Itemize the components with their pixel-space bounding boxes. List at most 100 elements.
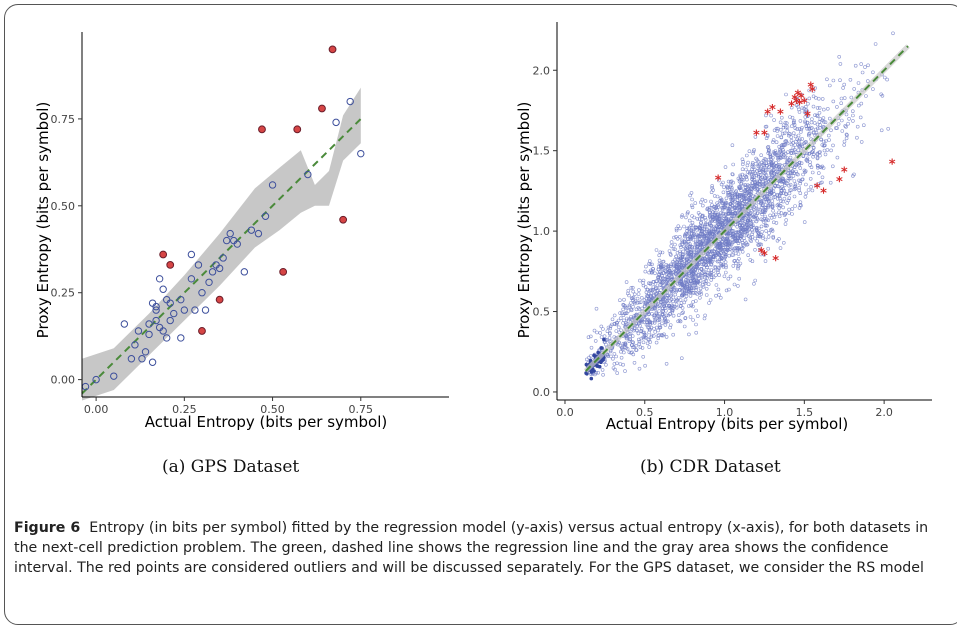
data-point bbox=[626, 288, 631, 293]
data-point bbox=[765, 168, 770, 172]
data-point bbox=[702, 316, 707, 321]
data-point bbox=[689, 223, 693, 228]
data-point bbox=[685, 232, 689, 237]
data-point bbox=[699, 229, 704, 233]
data-point bbox=[704, 262, 708, 267]
data-point bbox=[768, 213, 772, 218]
data-point bbox=[678, 243, 683, 247]
data-point bbox=[671, 304, 675, 309]
data-point bbox=[811, 145, 816, 150]
data-point bbox=[738, 261, 743, 266]
data-point bbox=[728, 202, 733, 206]
data-point bbox=[637, 288, 641, 292]
y-tick-label: 1.0 bbox=[533, 225, 551, 238]
data-point bbox=[688, 235, 692, 239]
data-point bbox=[778, 149, 783, 153]
data-point bbox=[641, 278, 646, 283]
y-tick-label: 0.5 bbox=[533, 306, 551, 319]
data-point bbox=[785, 129, 790, 133]
data-point bbox=[664, 262, 669, 267]
data-point bbox=[593, 339, 598, 343]
data-point bbox=[653, 289, 658, 294]
data-point bbox=[740, 227, 745, 232]
data-point bbox=[823, 139, 828, 143]
data-point bbox=[851, 113, 855, 118]
data-point bbox=[705, 236, 709, 240]
data-point bbox=[141, 348, 150, 356]
data-point bbox=[766, 203, 771, 208]
data-point bbox=[721, 201, 726, 206]
data-point bbox=[736, 284, 740, 288]
data-point bbox=[745, 232, 750, 236]
data-point bbox=[737, 276, 742, 281]
data-point bbox=[794, 103, 799, 107]
data-point bbox=[805, 109, 810, 113]
data-point bbox=[703, 199, 708, 203]
data-point bbox=[187, 275, 196, 283]
data-point bbox=[715, 201, 719, 205]
data-point bbox=[750, 177, 755, 181]
data-point bbox=[798, 179, 803, 183]
data-point bbox=[208, 268, 217, 276]
data-point bbox=[705, 227, 709, 231]
data-point bbox=[823, 120, 828, 124]
data-point bbox=[710, 248, 714, 253]
data-point bbox=[781, 179, 785, 183]
outlier-point: * bbox=[807, 80, 814, 95]
data-point bbox=[740, 198, 744, 203]
data-point bbox=[769, 171, 773, 175]
data-point bbox=[724, 196, 729, 201]
cdr-scatter-chart: ************** ***** ***** 0.0 0.5 1.0 1.5 2.0… bbox=[515, 22, 932, 433]
data-point bbox=[880, 94, 885, 98]
data-points bbox=[81, 97, 365, 391]
data-point bbox=[658, 283, 662, 287]
data-point bbox=[656, 336, 660, 341]
data-point bbox=[697, 290, 702, 295]
data-point bbox=[791, 151, 796, 155]
data-point bbox=[707, 232, 712, 236]
data-point bbox=[704, 242, 708, 247]
data-point bbox=[785, 125, 790, 129]
data-point bbox=[737, 247, 742, 252]
axes: 0.0 0.5 1.0 1.5 2.0 0.0 0.5 1.0 1.5 2.0 bbox=[533, 22, 932, 419]
data-point bbox=[724, 252, 728, 257]
data-point bbox=[753, 171, 758, 176]
y-tick-label: 0.25 bbox=[51, 287, 76, 300]
data-point bbox=[730, 237, 735, 242]
data-point bbox=[723, 213, 728, 217]
data-point bbox=[716, 205, 721, 209]
data-point bbox=[654, 248, 659, 252]
data-point bbox=[831, 78, 836, 83]
data-point bbox=[802, 220, 807, 224]
data-point bbox=[780, 145, 785, 150]
data-point bbox=[711, 230, 716, 234]
data-point bbox=[806, 188, 811, 192]
data-point bbox=[753, 162, 758, 166]
data-point bbox=[810, 117, 814, 121]
data-point bbox=[663, 323, 668, 327]
data-point bbox=[858, 115, 863, 120]
data-point bbox=[346, 97, 354, 106]
data-point bbox=[698, 295, 702, 300]
data-point bbox=[751, 215, 756, 219]
data-point bbox=[777, 167, 782, 171]
data-point bbox=[619, 355, 624, 360]
x-tick-label: 1.0 bbox=[716, 406, 734, 419]
data-point bbox=[781, 205, 785, 210]
data-point bbox=[680, 254, 685, 259]
data-point bbox=[732, 282, 737, 287]
data-point bbox=[755, 211, 760, 215]
data-point bbox=[741, 216, 745, 220]
data-point bbox=[627, 303, 632, 308]
data-point bbox=[787, 191, 792, 196]
data-point bbox=[661, 308, 666, 313]
data-point bbox=[780, 131, 785, 136]
data-point bbox=[693, 201, 698, 205]
data-point bbox=[624, 336, 629, 341]
data-point bbox=[748, 170, 752, 174]
data-point bbox=[708, 210, 712, 215]
data-point bbox=[822, 143, 827, 147]
data-point bbox=[709, 227, 714, 232]
data-point bbox=[624, 306, 629, 310]
data-point bbox=[798, 203, 803, 207]
